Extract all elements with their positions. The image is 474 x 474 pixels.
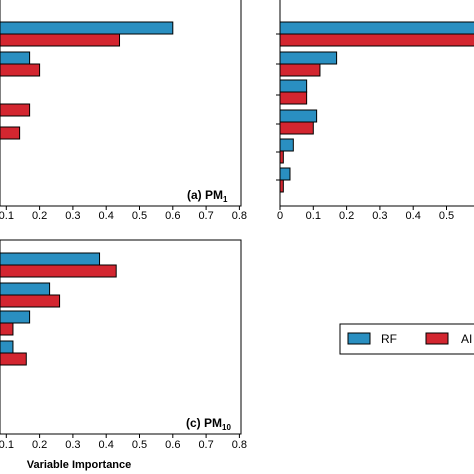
x-tick-label: 0.7 bbox=[198, 210, 213, 222]
legend-swatch-rf bbox=[347, 332, 371, 345]
legend-swatch-ann bbox=[425, 332, 449, 345]
panel-c: 0.1 0.2 0.3 0.4 0.5 0.6 0.7 0.8 (c) PM10 Variab… bbox=[0, 239, 247, 471]
bar-rf bbox=[279, 51, 338, 65]
x-tick-label: 0.6 bbox=[165, 210, 180, 222]
x-tick-label: 0.7 bbox=[198, 439, 213, 451]
bar-rf bbox=[0, 252, 101, 266]
panel-a-label: (a) PM1 bbox=[187, 188, 228, 204]
bar-ann bbox=[279, 33, 474, 47]
bar-rf bbox=[0, 282, 51, 296]
x-tick-label: 0.1 bbox=[306, 210, 321, 222]
bar-rf bbox=[0, 51, 31, 65]
x-tick-label: 0.4 bbox=[99, 439, 114, 451]
panel-a-bars bbox=[0, 21, 174, 140]
legend: RF AI bbox=[339, 323, 474, 355]
x-tick-label: 0.3 bbox=[372, 210, 387, 222]
x-tick-label: 0.6 bbox=[165, 439, 180, 451]
x-tick-label: 0.8 bbox=[232, 439, 247, 451]
panel-c-label: (c) PM10 bbox=[186, 416, 231, 432]
bar-rf bbox=[0, 310, 31, 324]
bar-ann bbox=[0, 33, 121, 47]
bar-ann bbox=[0, 352, 27, 366]
panel-frame bbox=[0, 239, 242, 435]
bar-ann bbox=[279, 91, 308, 105]
x-tick-label: 0.8 bbox=[232, 210, 247, 222]
bar-rf bbox=[0, 340, 14, 354]
x-tick-label: 0.1 bbox=[0, 439, 14, 451]
x-tick-label: 0.5 bbox=[439, 210, 454, 222]
x-tick-label: 0.2 bbox=[32, 439, 47, 451]
panel-b-bars bbox=[279, 21, 474, 193]
x-tick-label: 0.4 bbox=[99, 210, 114, 222]
x-axis-label: Variable Importance bbox=[27, 459, 132, 471]
bar-ann bbox=[0, 322, 14, 336]
bar-ann bbox=[0, 264, 117, 278]
x-tick-label: 0.3 bbox=[65, 210, 80, 222]
bar-rf bbox=[279, 167, 291, 181]
panel-c-bars bbox=[0, 252, 117, 366]
bar-rf bbox=[279, 21, 474, 35]
bar-rf bbox=[0, 21, 174, 35]
bar-rf bbox=[279, 79, 308, 93]
bar-ann bbox=[0, 294, 61, 308]
bar-ann bbox=[279, 63, 321, 77]
bar-ann bbox=[0, 103, 31, 117]
x-tick-label: 0.2 bbox=[32, 210, 47, 222]
x-tick-label: 0 bbox=[277, 210, 283, 222]
legend-label-ann: AI bbox=[461, 332, 472, 346]
legend-label-rf: RF bbox=[381, 332, 397, 346]
panel-c-ticks: 0.1 0.2 0.3 0.4 0.5 0.6 0.7 0.8 bbox=[0, 239, 247, 451]
panel-a: 0.1 0.2 0.3 0.4 0.5 0.6 0.7 0.8 (a) PM1 bbox=[0, 0, 247, 222]
bar-rf bbox=[279, 138, 294, 152]
x-tick-label: 0.5 bbox=[132, 439, 147, 451]
x-tick-label: 0.4 bbox=[406, 210, 421, 222]
bar-ann bbox=[0, 126, 21, 140]
x-tick-label: 0.5 bbox=[132, 210, 147, 222]
x-tick-label: 0.1 bbox=[0, 210, 14, 222]
panel-frame bbox=[0, 0, 242, 207]
bar-ann bbox=[279, 121, 314, 135]
bar-ann bbox=[0, 63, 41, 77]
x-tick-label: 0.2 bbox=[339, 210, 354, 222]
panel-b-ticks: 0 0.1 0.2 0.3 0.4 0.5 bbox=[276, 0, 474, 222]
panel-b: 0 0.1 0.2 0.3 0.4 0.5 bbox=[276, 0, 474, 222]
x-tick-label: 0.3 bbox=[65, 439, 80, 451]
panel-a-ticks: 0.1 0.2 0.3 0.4 0.5 0.6 0.7 0.8 bbox=[0, 0, 247, 222]
bar-rf bbox=[279, 109, 318, 123]
